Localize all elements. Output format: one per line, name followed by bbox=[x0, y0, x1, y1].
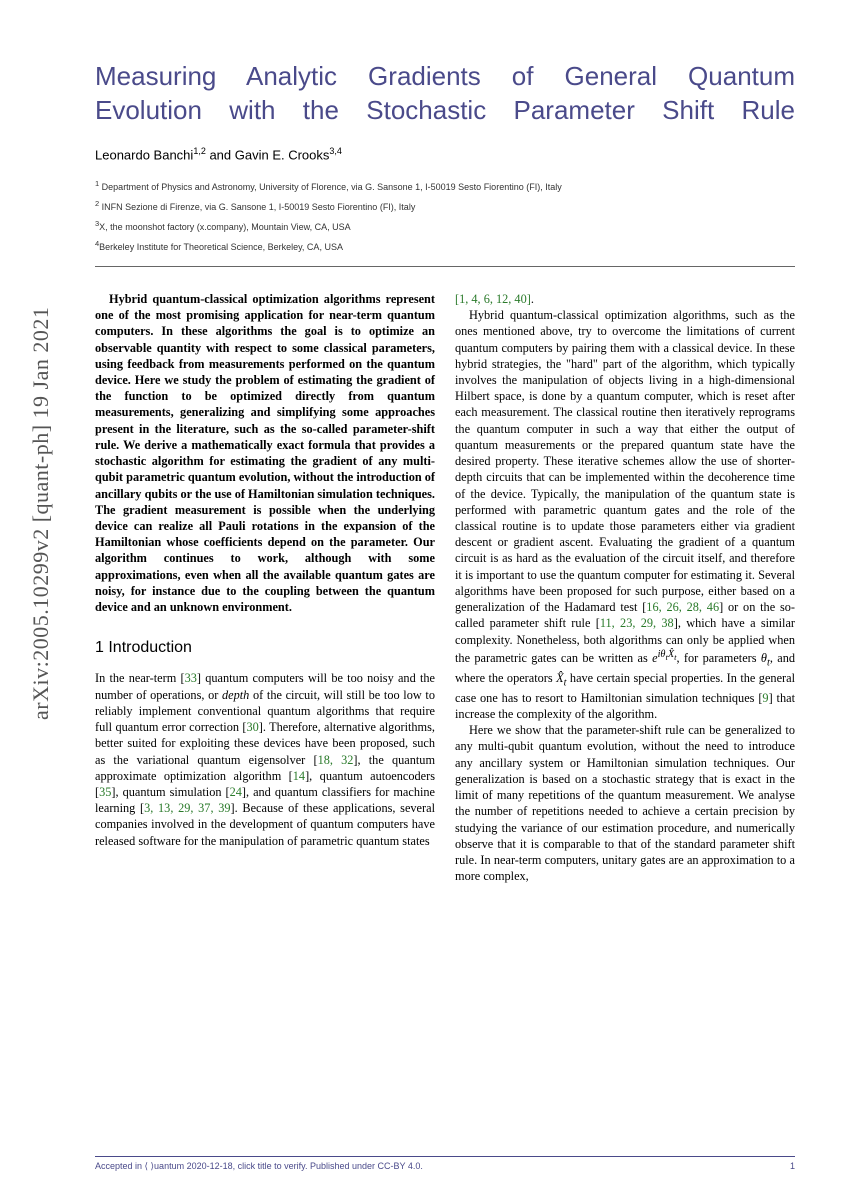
citation[interactable]: 14 bbox=[293, 769, 305, 783]
affiliations: 1 Department of Physics and Astronomy, U… bbox=[95, 176, 795, 267]
citation[interactable]: 30 bbox=[246, 720, 258, 734]
math-expression: eiθtX̂t bbox=[652, 651, 676, 665]
affiliation-2: 2 INFN Sezione di Firenze, via G. Sanson… bbox=[95, 196, 795, 216]
col2-paragraph-2: Here we show that the parameter-shift ru… bbox=[455, 722, 795, 884]
citation[interactable]: 18, 32 bbox=[318, 753, 354, 767]
page-footer: Accepted in ⟨ ⟩uantum 2020-12-18, click … bbox=[95, 1156, 795, 1172]
paper-page: Measuring Analytic Gradients of General … bbox=[95, 60, 795, 884]
footer-accepted-text: Accepted in ⟨ ⟩uantum 2020-12-18, click … bbox=[95, 1161, 423, 1172]
citation[interactable]: [1, 4, 6, 12, 40] bbox=[455, 292, 531, 306]
two-column-body: Hybrid quantum-classical optimization al… bbox=[95, 291, 795, 884]
paper-title: Measuring Analytic Gradients of General … bbox=[95, 60, 795, 128]
citation[interactable]: 11, 23, 29, 38 bbox=[600, 616, 674, 630]
col2-paragraph-1: Hybrid quantum-classical optimization al… bbox=[455, 307, 795, 722]
citations-continuation: [1, 4, 6, 12, 40]. bbox=[455, 291, 795, 307]
affiliation-3: 3X, the moonshot factory (x.company), Mo… bbox=[95, 216, 795, 236]
citation[interactable]: 3, 13, 29, 37, 39 bbox=[144, 801, 230, 815]
citation[interactable]: 24 bbox=[230, 785, 242, 799]
authors: Leonardo Banchi1,2 and Gavin E. Crooks3,… bbox=[95, 146, 795, 162]
affiliation-4: 4Berkeley Institute for Theoretical Scie… bbox=[95, 236, 795, 256]
left-column: Hybrid quantum-classical optimization al… bbox=[95, 291, 435, 884]
intro-paragraph-1: In the near-term [33] quantum computers … bbox=[95, 670, 435, 848]
affiliation-1: 1 Department of Physics and Astronomy, U… bbox=[95, 176, 795, 196]
citation[interactable]: 33 bbox=[185, 671, 197, 685]
page-number: 1 bbox=[790, 1161, 795, 1172]
title-line-2: Evolution with the Stochastic Parameter … bbox=[95, 95, 795, 125]
right-column: [1, 4, 6, 12, 40]. Hybrid quantum-classi… bbox=[455, 291, 795, 884]
citation[interactable]: 16, 26, 28, 46 bbox=[646, 600, 719, 614]
abstract: Hybrid quantum-classical optimization al… bbox=[95, 291, 435, 615]
arxiv-watermark: arXiv:2005.10299v2 [quant-ph] 19 Jan 202… bbox=[28, 307, 54, 720]
citation[interactable]: 35 bbox=[99, 785, 111, 799]
section-heading-introduction: 1 Introduction bbox=[95, 637, 435, 658]
title-line-1: Measuring Analytic Gradients of General … bbox=[95, 61, 795, 91]
